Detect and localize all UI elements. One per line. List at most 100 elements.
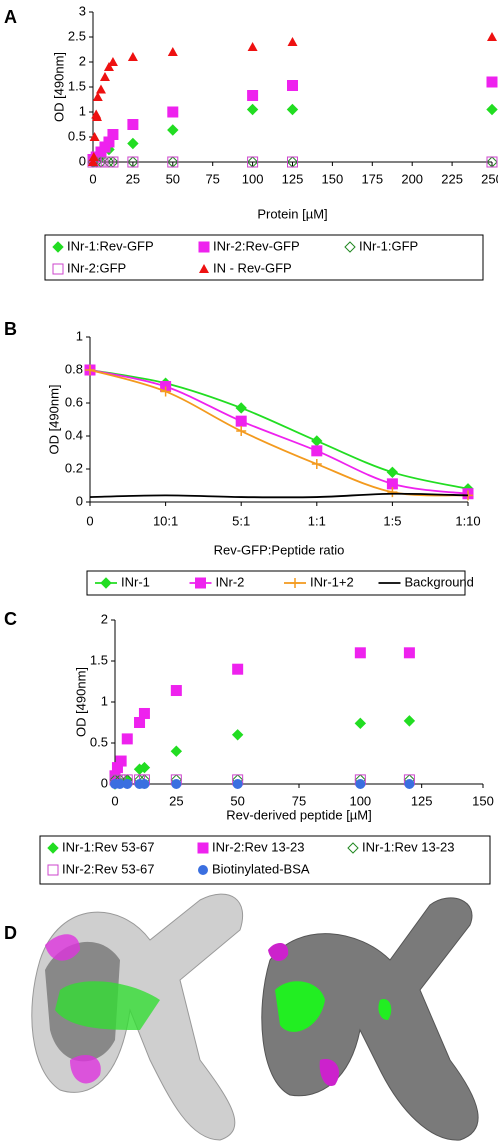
x-tick-label: 225 [441,171,463,186]
y-tick-label: 0.5 [90,734,108,749]
x-tick-label: 1:1 [308,513,326,528]
x-tick-label: 1:10 [455,513,480,528]
marker [167,156,179,168]
panel-label: B [4,319,17,339]
series-line [89,369,469,495]
y-tick-label: 1 [79,103,86,118]
marker [386,466,399,479]
x-tick-label: 25 [126,171,140,186]
marker [311,445,323,457]
marker [487,32,497,41]
marker [287,156,298,168]
marker [387,487,398,498]
marker [170,685,182,697]
marker [486,156,498,168]
legend-label: INr-1:Rev-GFP [67,238,154,253]
marker [311,459,322,470]
marker [160,386,171,397]
marker [114,779,125,789]
marker [195,577,206,589]
x-tick-label: 75 [292,793,306,808]
marker [167,124,179,136]
marker [127,137,139,150]
marker [247,90,259,101]
legend [44,234,484,281]
marker [290,578,300,588]
marker [170,745,183,757]
marker [311,435,323,447]
marker [286,103,299,116]
marker [198,241,210,253]
marker [100,577,112,589]
y-tick-label: 2.5 [68,28,86,43]
marker [52,241,64,253]
marker [107,129,119,140]
marker [127,119,139,130]
marker [139,779,150,789]
marker [138,761,151,774]
marker [354,647,366,659]
legend-label: Biotinylated-BSA [212,861,310,876]
marker [95,84,106,94]
x-tick-label: 150 [472,793,494,808]
marker [171,779,182,789]
y-tick-label: 2 [79,53,86,68]
x-tick-label: 0 [86,513,93,528]
y-tick-label: 0.8 [65,361,83,376]
marker [107,57,118,66]
y-tick-label: 1.5 [68,78,86,93]
legend-label: INr-2:Rev-GFP [213,238,300,253]
marker [167,106,179,118]
x-tick-label: 200 [401,171,423,186]
marker [197,842,209,854]
marker [232,663,244,675]
legend [39,835,491,885]
legend-label: INr-2:GFP [67,260,126,275]
legend-label: INr-2 [216,574,245,589]
x-tick-label: 250 [481,171,498,186]
marker [236,426,247,437]
x-tick-label: 0 [111,793,118,808]
x-tick-label: 175 [361,171,383,186]
legend-label: INr-1:Rev 13-23 [362,839,454,854]
marker [91,112,102,121]
x-tick-label: 50 [166,171,180,186]
marker [88,157,98,166]
marker [107,156,119,168]
marker [167,47,178,56]
marker [287,80,298,91]
y-tick-label: 0.5 [68,128,86,143]
surface-structure [261,897,479,1141]
legend-label: INr-1+2 [310,574,354,589]
x-tick-label: 50 [230,793,244,808]
x-tick-label: 25 [169,793,183,808]
marker [85,365,95,375]
series-line [89,369,469,490]
y-tick-label: 0.6 [65,394,83,409]
x-tick-label: 100 [242,171,264,186]
marker [404,779,415,789]
legend-label: INr-1 [121,574,150,589]
marker [344,241,356,253]
mesh-structure [31,893,244,1141]
marker [92,92,103,101]
y-tick-label: 1 [101,693,108,708]
marker [121,733,133,745]
marker [486,103,498,116]
marker [89,132,100,141]
marker [99,72,110,81]
x-tick-label: 100 [349,793,371,808]
x-axis-title: Rev-GFP:Peptide ratio [214,542,345,557]
legend-label: IN - Rev-GFP [213,260,292,275]
y-tick-label: 1 [76,328,83,343]
marker [235,402,247,414]
legend-label: INr-1:GFP [359,238,418,253]
x-axis-title: Rev-derived peptide [µM] [226,807,372,822]
marker [347,842,359,854]
legend-label: INr-1:Rev 53-67 [62,839,154,854]
x-tick-label: 125 [411,793,433,808]
marker [103,62,114,71]
marker [199,264,209,273]
marker [122,779,133,789]
legend-label: Background [405,574,474,589]
